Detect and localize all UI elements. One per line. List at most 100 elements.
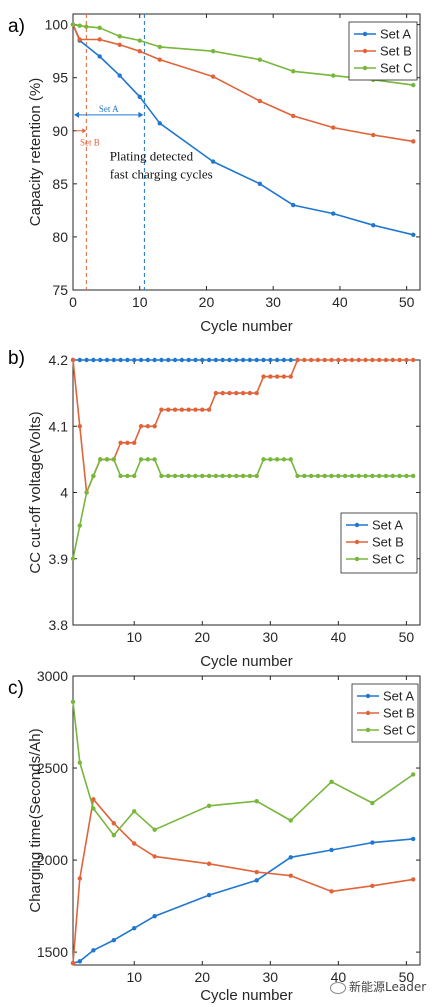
data-point-set-c: [157, 44, 162, 50]
data-point-set-a: [132, 925, 137, 931]
data-point-set-a: [172, 357, 178, 363]
data-point-set-c: [70, 22, 76, 27]
x-axis-label: Cycle number: [200, 318, 293, 335]
legend-label: Set B: [380, 44, 412, 59]
data-point-set-c: [70, 556, 76, 561]
data-point-set-b: [152, 424, 157, 429]
data-point-set-c: [254, 798, 259, 804]
data-point-set-b: [137, 48, 142, 54]
data-point-set-c: [179, 473, 185, 479]
data-point-set-b: [411, 139, 416, 144]
data-point-set-b: [274, 374, 280, 379]
y-tick-label: 95: [52, 70, 68, 86]
data-point-set-a: [210, 159, 216, 164]
data-point-set-b: [210, 74, 216, 79]
data-point-set-a: [281, 357, 287, 363]
legend-label: Set A: [383, 689, 414, 704]
data-point-set-c: [118, 473, 123, 479]
set-b-annotation: Set B: [80, 138, 100, 148]
series-line-set-a: [72, 24, 414, 236]
data-point-set-b: [125, 440, 130, 446]
plot-frame: [72, 13, 421, 291]
data-point-set-c: [145, 457, 151, 462]
data-point-set-b: [288, 873, 293, 878]
data-point-set-a: [288, 855, 293, 860]
panel-label: a): [8, 16, 25, 37]
legend: Set A Set B Set C: [348, 21, 418, 81]
x-tick-label: 30: [265, 294, 281, 310]
data-point-set-a: [166, 357, 171, 363]
x-tick-label: 10: [126, 969, 142, 985]
data-point-set-c: [111, 833, 117, 838]
data-point-set-a: [186, 357, 191, 363]
data-point-set-c: [84, 490, 89, 495]
data-point-set-b: [390, 357, 395, 363]
y-tick-label: 2000: [37, 852, 68, 868]
data-point-set-c: [152, 457, 157, 462]
legend-label: Set B: [383, 706, 415, 721]
y-tick-label: 75: [52, 282, 68, 298]
data-point-set-c: [288, 457, 293, 462]
data-point-set-c: [240, 473, 246, 479]
data-point-set-c: [397, 473, 402, 479]
data-point-set-a: [104, 357, 110, 363]
data-point-set-b: [302, 357, 307, 363]
data-point-set-a: [179, 357, 185, 363]
data-point-set-b: [138, 424, 144, 429]
data-point-set-c: [349, 473, 355, 479]
data-point-set-c: [322, 473, 327, 479]
data-point-set-a: [261, 357, 266, 363]
data-point-set-a: [371, 223, 376, 228]
data-point-set-b: [404, 357, 409, 363]
data-point-set-c: [77, 760, 83, 765]
data-point-set-c: [138, 457, 144, 462]
x-axis-label: Cycle number: [200, 653, 293, 670]
plating-text-line-1: Plating detected: [110, 148, 194, 163]
panel-label: b): [8, 348, 25, 369]
data-point-set-b: [200, 407, 205, 412]
data-point-set-a: [84, 357, 89, 363]
y-tick-label: 3.9: [49, 551, 69, 567]
data-point-set-a: [152, 357, 157, 363]
data-point-set-c: [302, 473, 307, 479]
legend-label: Set C: [372, 552, 405, 567]
data-point-set-c: [132, 809, 137, 814]
data-point-set-b: [227, 390, 232, 396]
data-point-set-c: [356, 473, 361, 479]
set-b-arrowhead: [82, 128, 87, 134]
data-point-set-b: [172, 407, 178, 412]
data-point-set-b: [193, 407, 198, 412]
data-point-set-c: [186, 473, 191, 479]
x-tick-label: 50: [399, 969, 415, 985]
y-tick-label: 4: [60, 485, 68, 501]
data-point-set-a: [370, 840, 375, 845]
x-tick-label: 20: [199, 294, 215, 310]
data-point-set-c: [166, 473, 171, 479]
data-point-set-b: [91, 797, 96, 802]
data-point-set-a: [98, 357, 103, 363]
y-tick-label: 1500: [37, 944, 68, 960]
data-point-set-c: [77, 23, 82, 28]
x-tick-label: 30: [263, 629, 279, 645]
data-point-set-b: [295, 357, 300, 363]
legend-label: Set A: [380, 27, 411, 42]
data-point-set-c: [390, 473, 395, 479]
data-point-set-c: [104, 457, 110, 462]
data-point-set-c: [410, 772, 416, 777]
x-tick-label: 40: [331, 969, 347, 985]
data-point-set-b: [132, 841, 137, 846]
x-tick-label: 20: [194, 629, 210, 645]
data-point-set-a: [111, 357, 117, 363]
data-point-set-c: [291, 69, 296, 74]
data-point-set-b: [371, 132, 376, 138]
data-point-set-c: [376, 473, 382, 479]
data-point-set-c: [383, 473, 389, 479]
series-line-set-a: [72, 838, 414, 964]
data-point-set-b: [363, 357, 368, 363]
data-point-set-b: [331, 125, 336, 130]
data-point-set-b: [145, 424, 151, 429]
data-point-set-b: [247, 390, 253, 396]
y-tick-label: 2500: [37, 760, 68, 776]
data-point-set-a: [91, 948, 96, 953]
